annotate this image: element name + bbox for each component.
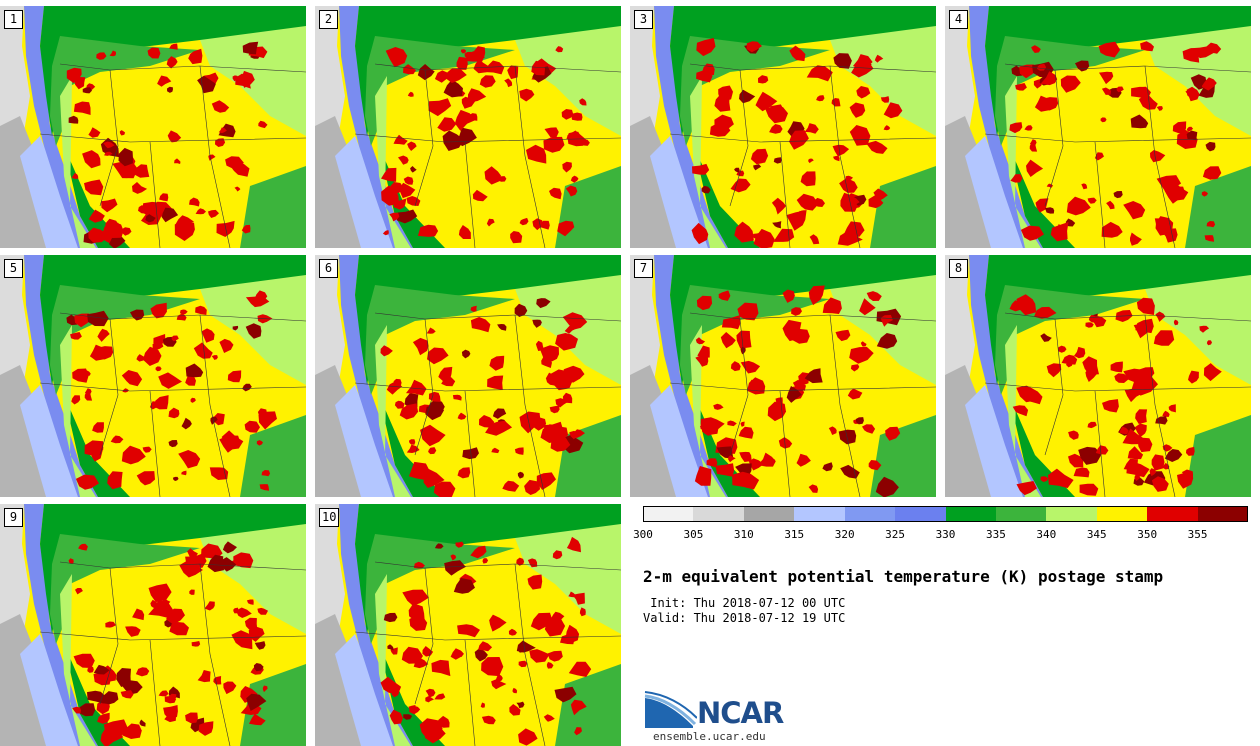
colorbar-swatch [945,506,997,522]
equivalent-potential-temperature-map [315,504,621,746]
postage-stamp-map[interactable]: 1 [0,6,306,248]
colorbar-tick-label: 310 [733,528,754,541]
colorbar-swatch [743,506,795,522]
init-time: Init: Thu 2018-07-12 00 UTC [643,596,846,610]
valid-time: Valid: Thu 2018-07-12 19 UTC [643,611,846,625]
stamp-member-label: 4 [949,10,968,29]
equivalent-potential-temperature-map [0,6,306,248]
colorbar-tick-label: 325 [885,528,906,541]
ncar-logo[interactable]: NCAR ensemble.ucar.edu [643,690,803,744]
postage-stamp-map[interactable]: 5 [0,255,306,497]
equivalent-potential-temperature-map [315,6,621,248]
colorbar-tick-label: 315 [784,528,805,541]
colorbar-tick-label: 345 [1086,528,1107,541]
stamp-member-label: 7 [634,259,653,278]
postage-stamp-map[interactable]: 8 [945,255,1251,497]
colorbar-tick-label: 305 [683,528,704,541]
postage-stamp-map[interactable]: 6 [315,255,621,497]
colorbar-tick-label: 340 [1036,528,1057,541]
colorbar-swatch [844,506,896,522]
colorbar-tick-label: 355 [1187,528,1208,541]
colorbar-swatch [643,506,694,522]
colorbar-tick-label: 300 [633,528,653,541]
equivalent-potential-temperature-map [630,6,936,248]
postage-stamp-map[interactable]: 4 [945,6,1251,248]
colorbar-swatch [895,506,946,522]
stamp-member-label: 5 [4,259,23,278]
equivalent-potential-temperature-map [630,255,936,497]
equivalent-potential-temperature-map [945,255,1251,497]
colorbar-tick-label: 335 [985,528,1006,541]
page-title: 2-m equivalent potential temperature (K)… [643,567,1164,586]
equivalent-potential-temperature-map [945,6,1251,248]
postage-stamp-map[interactable]: 7 [630,255,936,497]
postage-stamp-map[interactable]: 9 [0,504,306,746]
colorbar-tick-label: 330 [935,528,956,541]
ncar-swoosh-icon [644,691,697,728]
equivalent-potential-temperature-map [0,255,306,497]
stamp-member-label: 2 [319,10,338,29]
equivalent-potential-temperature-map [0,504,306,746]
colorbar-swatch [1147,506,1199,522]
postage-stamp-map[interactable]: 3 [630,6,936,248]
colorbar-tick-label: 350 [1137,528,1158,541]
stamp-member-label: 3 [634,10,653,29]
colorbar-legend: 300 305 310 315 320 325 330 335 340 345 350 355 [633,506,1249,546]
stamp-member-label: 1 [4,10,23,29]
stamp-member-label: 10 [319,508,340,527]
colorbar-swatch [1197,506,1249,522]
postage-stamp-map[interactable]: 2 [315,6,621,248]
ncar-wordmark: NCAR [697,696,784,730]
stamp-member-label: 6 [319,259,338,278]
colorbar-tick-label: 320 [834,528,855,541]
colorbar-swatch [1096,506,1148,522]
colorbar-swatch [794,506,846,522]
postage-stamp-map[interactable]: 10 [315,504,621,746]
colorbar-swatch [1046,506,1098,522]
stamp-member-label: 9 [4,508,23,527]
colorbar-swatch [995,506,1047,522]
logo-url[interactable]: ensemble.ucar.edu [653,730,766,743]
stamp-member-label: 8 [949,259,968,278]
equivalent-potential-temperature-map [315,255,621,497]
colorbar-swatch [693,506,745,522]
